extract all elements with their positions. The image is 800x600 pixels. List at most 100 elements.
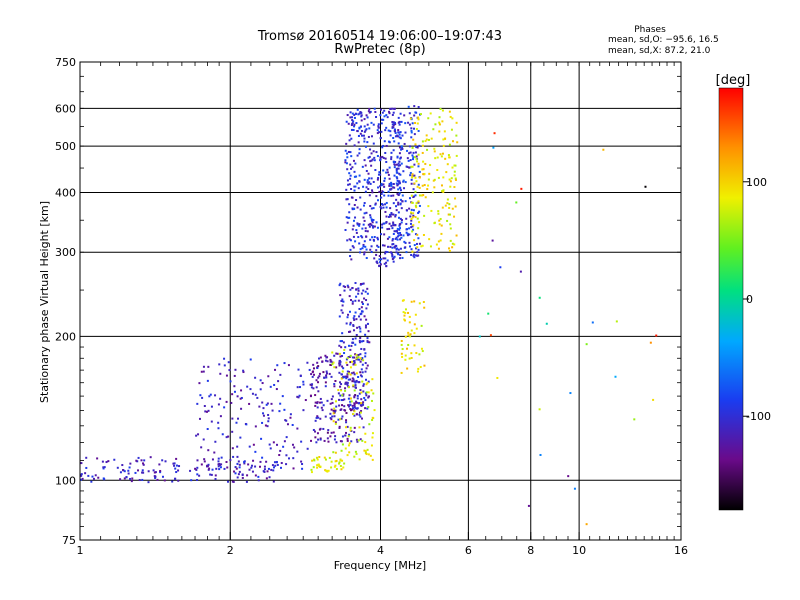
data-point [353, 389, 356, 392]
data-point [223, 406, 226, 409]
data-point [214, 440, 217, 443]
data-point [348, 433, 351, 436]
data-point [267, 420, 270, 423]
data-point [379, 205, 382, 208]
data-point [411, 122, 414, 125]
data-point [175, 464, 178, 467]
data-point [354, 337, 357, 340]
data-point [371, 221, 374, 224]
data-point [366, 381, 369, 384]
data-point [413, 174, 416, 177]
data-point [274, 368, 277, 371]
data-point [211, 458, 214, 461]
data-point [358, 426, 361, 429]
data-point [351, 404, 354, 407]
data-point [149, 456, 152, 459]
data-point [411, 250, 414, 253]
data-point [411, 146, 414, 149]
data-point [361, 301, 364, 304]
data-point [448, 213, 451, 216]
data-point [404, 335, 407, 338]
data-point [369, 216, 372, 219]
data-point [366, 407, 369, 410]
data-point [356, 397, 359, 400]
data-point [453, 186, 456, 189]
data-point [315, 416, 318, 419]
data-point [336, 352, 339, 355]
data-point [319, 356, 322, 359]
data-point [434, 123, 437, 126]
data-point [355, 438, 358, 441]
data-point [342, 285, 345, 288]
data-point [352, 363, 355, 366]
data-point [364, 407, 367, 410]
data-point [371, 236, 374, 239]
data-point [491, 239, 494, 242]
data-point [384, 129, 387, 132]
data-point [321, 360, 324, 363]
data-point [394, 130, 397, 133]
data-point [411, 154, 414, 157]
data-point [392, 222, 395, 225]
data-point [370, 152, 373, 155]
data-point [395, 229, 398, 232]
data-point [450, 128, 453, 131]
data-point [272, 441, 275, 444]
data-point [432, 128, 435, 131]
data-point [412, 158, 415, 161]
data-point [401, 200, 404, 203]
data-point [340, 468, 343, 471]
data-point [231, 430, 234, 433]
data-point [421, 194, 424, 197]
data-point [412, 214, 415, 217]
data-point [177, 479, 180, 482]
data-point [416, 160, 419, 163]
data-point [397, 164, 400, 167]
data-point [405, 165, 408, 168]
phase-box-line-x: mean, sd,X: 87.2, 21.0 [608, 46, 711, 56]
data-point [381, 244, 384, 247]
data-point [352, 384, 355, 387]
data-point [375, 253, 378, 256]
data-point [409, 215, 412, 218]
data-point [433, 147, 436, 150]
data-point [615, 320, 618, 323]
data-point [204, 410, 207, 413]
data-point [395, 176, 398, 179]
data-point [240, 389, 243, 392]
data-point [372, 150, 375, 153]
data-point [398, 228, 401, 231]
data-point [268, 443, 271, 446]
data-point [347, 122, 350, 125]
data-point [352, 219, 355, 222]
data-point [353, 123, 356, 126]
data-point [254, 393, 257, 396]
data-point [398, 146, 401, 149]
data-point [142, 462, 145, 465]
data-point [369, 454, 372, 457]
data-point [407, 331, 410, 334]
data-point [417, 162, 420, 165]
data-point [309, 383, 312, 386]
data-point [396, 232, 399, 235]
data-point [331, 401, 334, 404]
data-point [424, 162, 427, 165]
data-point [329, 358, 332, 361]
data-point [417, 367, 420, 370]
data-point [330, 418, 333, 421]
data-point [225, 460, 228, 463]
data-point [455, 134, 458, 137]
data-point [386, 259, 389, 262]
data-point [309, 395, 312, 398]
data-point [141, 471, 144, 474]
data-point [414, 233, 417, 236]
data-point [427, 178, 430, 181]
data-point [370, 218, 373, 221]
data-point [276, 463, 279, 466]
data-point [408, 357, 411, 360]
data-point [421, 144, 424, 147]
data-point [344, 381, 347, 384]
data-point [339, 360, 342, 363]
data-point [360, 235, 363, 238]
data-point [353, 356, 356, 359]
